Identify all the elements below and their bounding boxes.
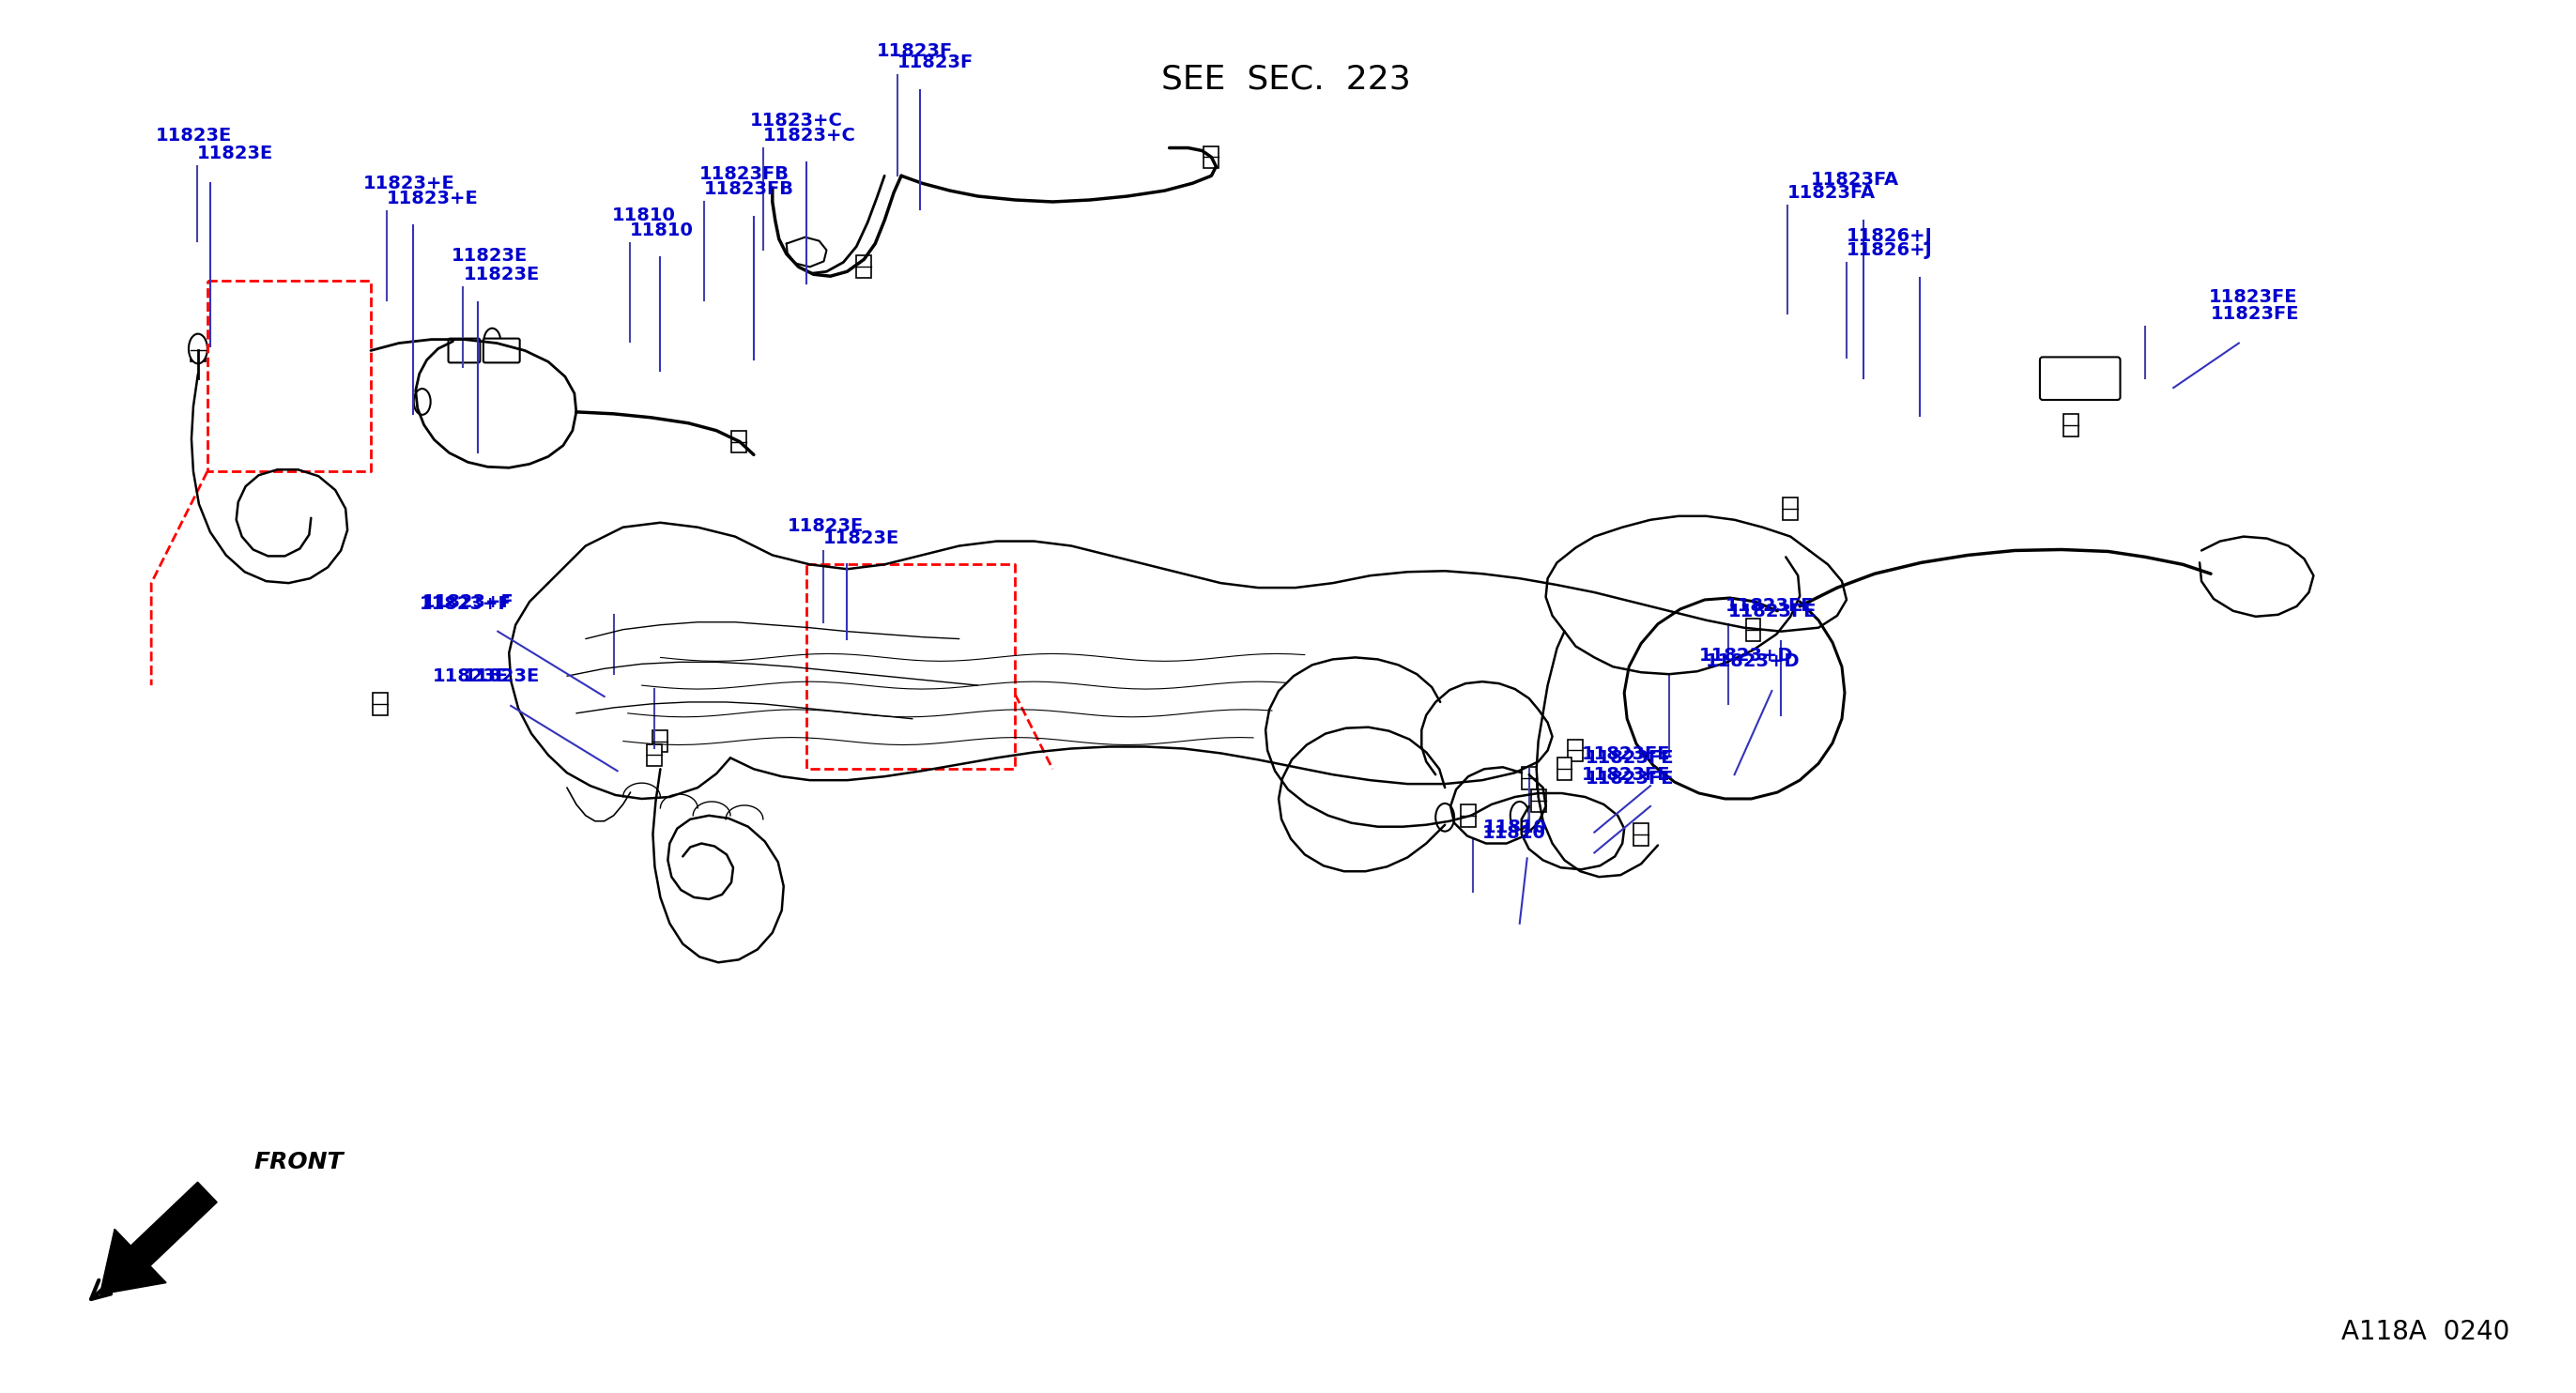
Text: 11810: 11810 (1481, 823, 1546, 841)
Bar (1569, 740, 1584, 762)
Bar (1522, 768, 1535, 790)
Text: 11826+J: 11826+J (1847, 241, 1932, 259)
Text: 11823E: 11823E (157, 127, 232, 143)
Text: 11823E: 11823E (464, 266, 538, 284)
Text: 11823FA: 11823FA (1811, 171, 1899, 189)
Text: 11823E: 11823E (433, 667, 507, 685)
Ellipse shape (1435, 804, 1455, 832)
Text: FRONT: FRONT (255, 1151, 343, 1173)
Text: 11810: 11810 (1484, 818, 1548, 836)
Text: 11823E: 11823E (196, 145, 273, 163)
Text: 11823+D: 11823+D (1700, 648, 1793, 664)
Text: 11826+J: 11826+J (1847, 227, 1932, 245)
Text: 11823F: 11823F (896, 54, 974, 71)
Bar (2063, 414, 2079, 436)
Text: 11823FE: 11823FE (1726, 596, 1814, 614)
Bar (374, 692, 386, 715)
Text: 11823+E: 11823+E (386, 189, 479, 208)
Text: 11810: 11810 (629, 221, 693, 240)
Text: 11823E: 11823E (451, 247, 528, 265)
Text: 11823FE: 11823FE (2210, 288, 2298, 306)
Bar (1530, 790, 1546, 812)
FancyArrow shape (100, 1183, 216, 1294)
Text: 11823FE: 11823FE (1582, 766, 1669, 784)
Bar (1747, 618, 1759, 641)
Text: 11823E: 11823E (464, 667, 538, 685)
Bar (1203, 146, 1218, 169)
Text: 11823FE: 11823FE (1584, 749, 1674, 768)
Bar (191, 340, 206, 362)
Text: 11823+F: 11823+F (420, 595, 510, 613)
Bar (855, 256, 871, 279)
Ellipse shape (484, 329, 500, 354)
Bar (1633, 823, 1649, 846)
Text: 11823E: 11823E (788, 517, 863, 535)
Text: 11823+E: 11823+E (363, 174, 456, 192)
Text: 11823+C: 11823+C (750, 111, 842, 130)
FancyBboxPatch shape (2040, 357, 2120, 400)
Bar (1461, 804, 1476, 826)
Text: 11823FB: 11823FB (701, 166, 791, 184)
Text: 11823FE: 11823FE (1582, 745, 1669, 763)
Text: 11823F: 11823F (876, 43, 953, 60)
Text: SEE  SEC.  223: SEE SEC. 223 (1162, 63, 1412, 95)
Text: 11810: 11810 (611, 206, 675, 224)
Text: A118A  0240: A118A 0240 (2342, 1319, 2509, 1346)
Text: 11823+D: 11823+D (1705, 653, 1801, 670)
Text: 11823+F: 11823+F (422, 593, 515, 612)
Ellipse shape (415, 389, 430, 415)
Bar (647, 744, 662, 766)
Text: 11823FB: 11823FB (703, 180, 793, 198)
Bar (652, 730, 667, 752)
FancyBboxPatch shape (448, 338, 479, 362)
Text: 11823FE: 11823FE (1584, 770, 1674, 787)
Text: 11823FE: 11823FE (1728, 602, 1816, 620)
Bar (1783, 497, 1798, 520)
Bar (1556, 758, 1571, 780)
Ellipse shape (1510, 801, 1530, 829)
Text: 11823+C: 11823+C (762, 127, 855, 143)
Text: 11823E: 11823E (822, 529, 899, 547)
Bar (732, 430, 747, 453)
Text: 11823FA: 11823FA (1788, 184, 1875, 202)
Text: 11823FE: 11823FE (2210, 305, 2300, 323)
Ellipse shape (188, 334, 206, 364)
FancyBboxPatch shape (484, 338, 520, 362)
